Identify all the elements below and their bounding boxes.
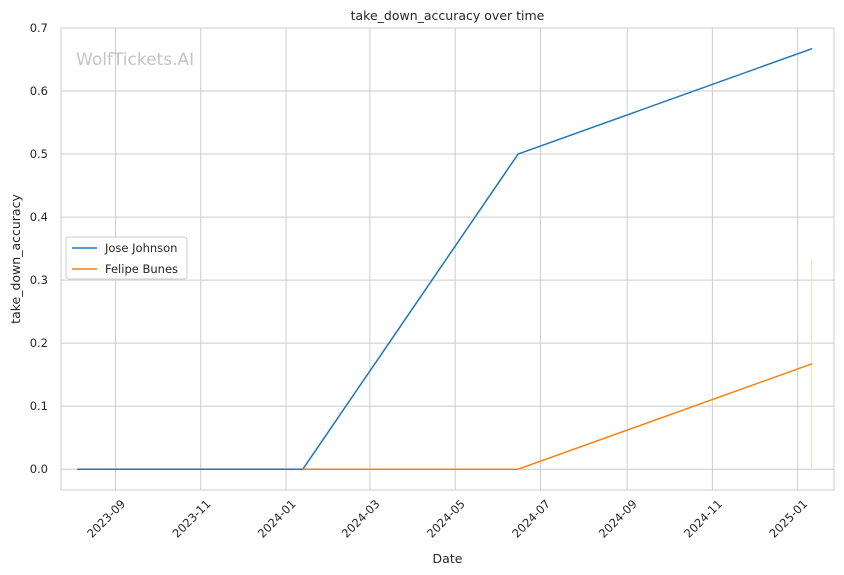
y-tick-label: 0.3 bbox=[30, 273, 48, 287]
legend-label: Jose Johnson bbox=[104, 241, 177, 255]
y-axis-title: take_down_accuracy bbox=[8, 194, 23, 324]
y-tick-label: 0.7 bbox=[30, 21, 48, 35]
chart-title: take_down_accuracy over time bbox=[351, 8, 545, 23]
plot-area bbox=[60, 27, 835, 491]
series-lines bbox=[77, 48, 813, 470]
y-axis-ticks: 0.0 0.1 0.2 0.3 0.4 0.5 0.6 0.7 bbox=[30, 21, 48, 476]
legend-label: Felipe Bunes bbox=[105, 262, 178, 276]
series-line-jose-johnson bbox=[77, 48, 813, 470]
y-tick-label: 0.0 bbox=[30, 462, 48, 476]
y-tick-label: 0.1 bbox=[30, 399, 48, 413]
series-line-felipe-bunes bbox=[302, 363, 813, 470]
legend: Jose Johnson Felipe Bunes bbox=[65, 236, 188, 280]
y-tick-label: 0.4 bbox=[30, 210, 48, 224]
x-axis-title: Date bbox=[433, 551, 463, 566]
y-tick-label: 0.5 bbox=[30, 147, 48, 161]
y-tick-label: 0.6 bbox=[30, 84, 48, 98]
y-tick-label: 0.2 bbox=[30, 336, 48, 350]
watermark-text: WolfTickets.AI bbox=[76, 50, 194, 70]
